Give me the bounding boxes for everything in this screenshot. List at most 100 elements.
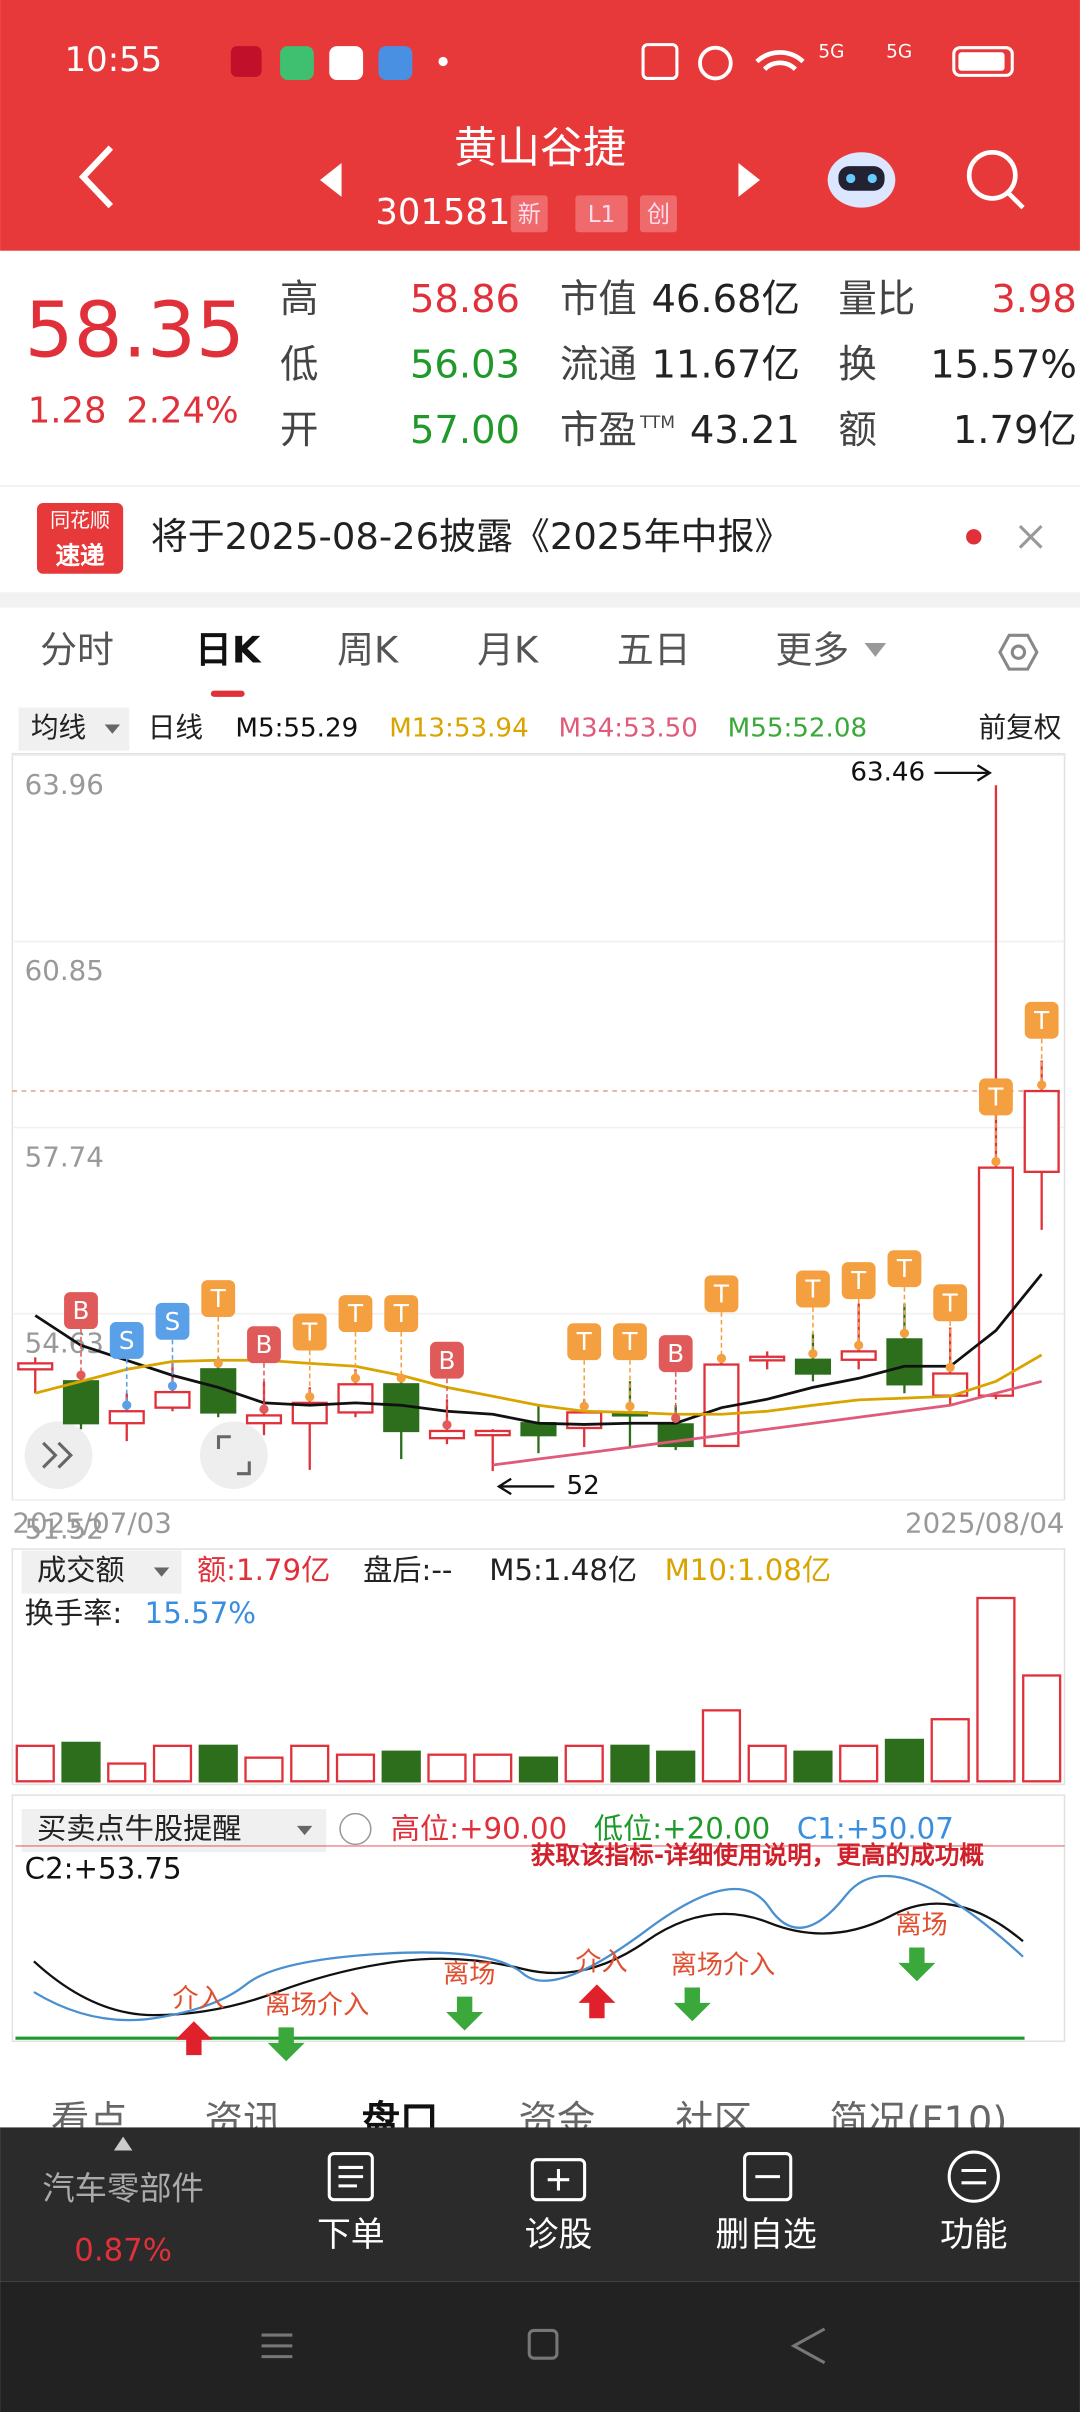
- indicator-arrow: [446, 1996, 484, 2031]
- help-icon[interactable]: [339, 1812, 372, 1846]
- robot-icon[interactable]: [827, 152, 896, 208]
- y-tick-label: 60.85: [25, 954, 104, 987]
- signal-label: T: [621, 1327, 638, 1356]
- next-stock[interactable]: [738, 163, 760, 197]
- stat-value: 1.79亿: [953, 408, 1077, 453]
- signal-dot: [991, 1156, 1001, 1167]
- tab[interactable]: 周K: [337, 629, 399, 672]
- back-button[interactable]: [78, 145, 114, 209]
- signal-label: B: [256, 1330, 273, 1359]
- signal-dot: [167, 1381, 178, 1391]
- volume-bar: [15, 1744, 55, 1783]
- signal-box: [292, 1313, 327, 1351]
- candle-body: [840, 1350, 877, 1361]
- signal-label: T: [850, 1266, 867, 1295]
- volume-bar: [839, 1744, 879, 1783]
- stat-value: 57.00: [410, 408, 520, 453]
- settings-icon[interactable]: [998, 633, 1039, 671]
- volume-bar: [976, 1596, 1016, 1783]
- signal-box: [109, 1322, 144, 1359]
- price: 58.35: [25, 286, 245, 375]
- high-annotation: 63.46: [850, 757, 925, 787]
- volume-bar: [335, 1753, 376, 1783]
- signal-dot: [213, 1358, 223, 1368]
- signal-box: [887, 1250, 922, 1288]
- ma-line: [34, 1353, 1043, 1416]
- prev-stock[interactable]: [320, 163, 342, 197]
- x-tick-label: 2025/08/04: [905, 1506, 1065, 1539]
- net-label: 5G: [818, 41, 844, 62]
- signal-dot: [899, 1328, 910, 1338]
- candle-body: [17, 1362, 54, 1371]
- signal-dot: [350, 1373, 361, 1383]
- news-brand: 同花顺: [50, 508, 110, 532]
- indicator-signal: 离场: [895, 1910, 947, 1940]
- news-brand: 速递: [55, 541, 105, 570]
- candle-body: [337, 1383, 374, 1414]
- x-tick-label: 2025/07/03: [12, 1506, 171, 1539]
- ma-line: [492, 1380, 1042, 1467]
- tab[interactable]: 五日: [617, 629, 691, 672]
- indicator-selector[interactable]: 买卖点牛股提醒: [37, 1812, 242, 1846]
- signal-box: [338, 1295, 373, 1332]
- volume-bar: [107, 1762, 147, 1783]
- indicator-arrow: [578, 1984, 616, 2019]
- indicator-signal: 介入: [172, 1984, 224, 2014]
- search-button[interactable]: [966, 149, 1025, 210]
- volume-bar: [884, 1738, 925, 1783]
- nav-button[interactable]: 删自选: [715, 2215, 816, 2254]
- signal-box: [613, 1323, 647, 1361]
- candle-body: [428, 1429, 466, 1440]
- stat-label: 高: [280, 277, 318, 322]
- indicator-arrow: [673, 1987, 711, 2022]
- signal-label: T: [210, 1284, 227, 1313]
- news-close[interactable]: [1018, 524, 1043, 549]
- y-tick-label: 63.96: [25, 768, 104, 801]
- stat-value: 58.86: [410, 277, 520, 322]
- ma-legend: M13:53.94: [389, 714, 528, 744]
- signal-box: [658, 1335, 693, 1373]
- ma-selector[interactable]: 均线: [31, 711, 86, 744]
- ma-legend: M5:55.29: [235, 714, 358, 744]
- change: 1.28: [28, 390, 107, 431]
- indicator-line: [33, 1902, 1024, 2017]
- indicator-selector-bg[interactable]: [21, 1809, 327, 1853]
- stat-label: 低: [280, 342, 318, 387]
- indicator-signal: 离场介入: [265, 1990, 370, 2020]
- indicator-signal: 离场: [443, 1960, 495, 1990]
- indicator-promo[interactable]: 获取该指标-详细使用说明，更高的成功概: [531, 1841, 984, 1870]
- tab[interactable]: 月K: [477, 629, 539, 672]
- indicator-signal: 介入: [575, 1947, 627, 1977]
- nav-button[interactable]: 功能: [940, 2215, 1008, 2254]
- volume-selector-bg[interactable]: [21, 1550, 182, 1594]
- indicator-frame: [11, 1794, 1066, 2043]
- volume-after: 盘后:--: [363, 1553, 452, 1587]
- turnover-label: 换手率:: [25, 1596, 123, 1630]
- nav-bar: [0, 2127, 1080, 2282]
- nav-button[interactable]: 下单: [317, 2215, 385, 2254]
- signal-box: [430, 1341, 464, 1379]
- tab[interactable]: 分时: [40, 629, 114, 672]
- volume-bar: [61, 1741, 101, 1783]
- tag: 创: [647, 202, 670, 228]
- signal-box: [155, 1302, 190, 1340]
- stock-code: 301581: [375, 192, 510, 233]
- signal-dot: [854, 1340, 864, 1350]
- candle-body: [245, 1414, 283, 1425]
- sector[interactable]: 汽车零部件: [42, 2169, 204, 2207]
- tab[interactable]: 更多: [775, 629, 849, 672]
- stat-label: 市盈: [560, 408, 637, 453]
- nav-button[interactable]: 诊股: [525, 2215, 593, 2254]
- tab[interactable]: 日K: [195, 629, 262, 672]
- stat-label: 换: [838, 342, 876, 387]
- signal-box: [64, 1292, 98, 1330]
- stat-value: 46.68亿: [651, 277, 799, 322]
- signal-box: [704, 1275, 739, 1313]
- news-text[interactable]: 将于2025-08-26披露《2025年中报》: [151, 515, 792, 558]
- change-pct: 2.24%: [126, 390, 238, 431]
- adjust[interactable]: 前复权: [978, 711, 1061, 744]
- tag: 新: [518, 202, 541, 228]
- dropdown: [296, 1825, 313, 1836]
- volume-selector[interactable]: 成交额: [37, 1553, 125, 1587]
